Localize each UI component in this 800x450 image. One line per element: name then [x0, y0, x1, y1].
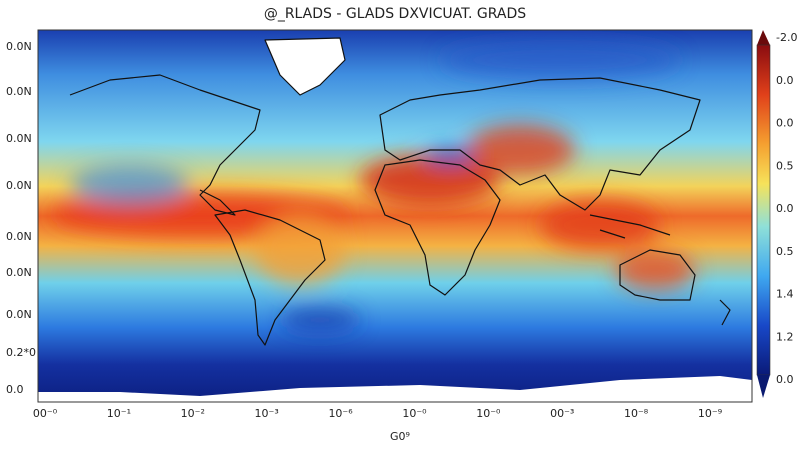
colorbar-label: 0.5 [776, 245, 794, 258]
y-axis-label: 0.0N [6, 132, 32, 145]
colorbar-label: 1.4 [776, 288, 794, 301]
x-axis-label: 10⁻³ [255, 407, 279, 420]
y-axis-label: 0.0N [6, 230, 32, 243]
map-frame [37, 29, 753, 403]
x-axis-label: 10⁻¹ [107, 407, 131, 420]
y-axis-label: 0.2*0 [6, 346, 36, 359]
y-axis-label: 0.0 [6, 383, 24, 396]
x-axis-label: 10⁻² [181, 407, 205, 420]
x-axis-label: 10⁻⁶ [328, 407, 353, 420]
colorbar-label: 0.0 [776, 74, 794, 87]
y-axis-label: 0.0N [6, 179, 32, 192]
y-axis-label: 0.0N [6, 40, 32, 53]
x-axis-label: 10⁻⁰ [402, 407, 427, 420]
map-field [38, 30, 752, 402]
colorbar-label: 0.5 [776, 159, 794, 172]
x-axis-label: 10⁻⁰ [476, 407, 501, 420]
x-axis-label: 00⁻⁰ [33, 407, 58, 420]
y-axis-label: 0.0N [6, 308, 32, 321]
y-axis-label: 0.0N [6, 85, 32, 98]
x-axis-label: 10⁻⁸ [624, 407, 649, 420]
colorbar-label: -2.0 [776, 31, 797, 44]
colorbar-label: 0.0 [776, 373, 794, 386]
x-axis-label: 00⁻³ [550, 407, 574, 420]
y-axis-label: 0.0N [6, 266, 32, 279]
map-title: @_RLADS - GLADS DXVICUAT. GRADS [264, 6, 526, 22]
x-axis-label: 10⁻⁹ [698, 407, 722, 420]
colorbar-label: 0.0 [776, 117, 794, 130]
colorbar [756, 30, 771, 398]
colorbar-label: 1.2 [776, 330, 794, 343]
colorbar-label: 0.0 [776, 202, 794, 215]
x-axis-title: G0⁹ [390, 430, 410, 443]
